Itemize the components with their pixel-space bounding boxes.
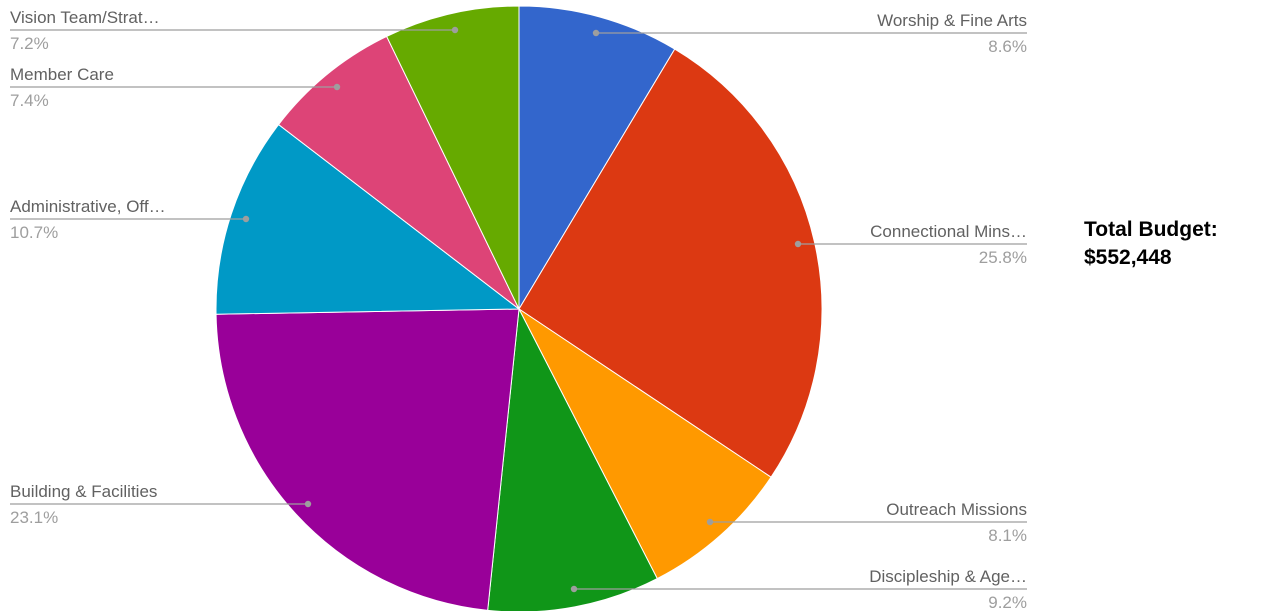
slice-label-6: Member Care [10,65,114,84]
slice-label-3: Discipleship & Age… [869,567,1027,586]
slice-label-7: Vision Team/Strat… [10,8,160,27]
pie-slice-4 [215,308,520,611]
slice-percent-0: 8.6% [988,37,1027,56]
pie-slice-7 [386,5,520,310]
pie-slice-2 [517,307,772,580]
leader-dot-1 [794,240,802,248]
label-leader-lines [10,26,1027,593]
pie-slice-1 [518,48,823,478]
slice-label-1: Connectional Mins… [870,222,1027,241]
pie-slice-0 [518,5,676,311]
leader-dot-5 [242,215,250,223]
leader-dot-2 [706,518,714,526]
slice-percent-1: 25.8% [979,248,1027,267]
leader-dot-0 [592,29,600,37]
leader-dot-7 [451,26,459,34]
slice-percent-6: 7.4% [10,91,49,110]
total-budget-label: Total Budget: [1084,218,1218,241]
pie-slices [215,5,823,611]
slice-label-2: Outreach Missions [886,500,1027,519]
leader-dot-6 [333,83,341,91]
slice-percent-2: 8.1% [988,526,1027,545]
slice-percent-7: 7.2% [10,34,49,53]
pie-slice-3 [487,307,658,611]
slice-labels: Worship & Fine Arts 8.6% Connectional Mins… [10,8,1027,611]
leader-dot-4 [304,500,312,508]
slice-percent-3: 9.2% [988,593,1027,611]
pie-slice-6 [277,35,520,310]
leader-dot-3 [570,585,578,593]
slice-label-5: Administrative, Off… [10,197,166,216]
pie-slice-5 [215,123,521,315]
slice-label-4: Building & Facilities [10,482,157,501]
total-budget-annotation: Total Budget: $552,448 [1084,216,1218,272]
total-budget-value: $552,448 [1084,246,1172,269]
slice-label-0: Worship & Fine Arts [877,11,1027,30]
slice-percent-4: 23.1% [10,508,58,527]
slice-percent-5: 10.7% [10,223,58,242]
